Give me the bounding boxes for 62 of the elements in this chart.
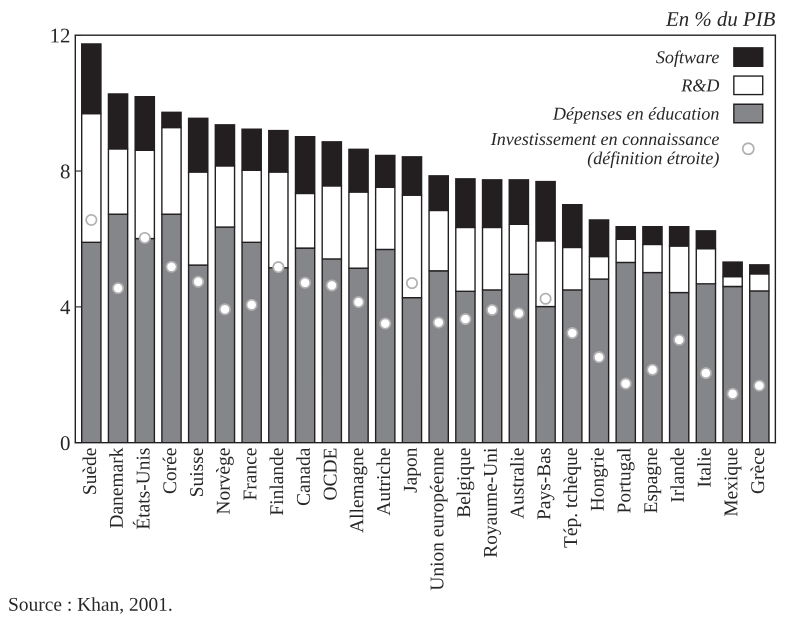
x-tick-label: Tép. tchèque bbox=[563, 448, 582, 548]
x-tick-label: Irlande bbox=[670, 448, 684, 502]
legend-label: Investissement en connaissance (définition étroite) bbox=[490, 133, 719, 168]
point bbox=[326, 280, 338, 292]
x-tick-label: Danemark bbox=[109, 448, 123, 528]
point bbox=[218, 303, 231, 316]
x-tick-label: Union européenne bbox=[430, 448, 448, 590]
x-tick-label: Espagne bbox=[644, 448, 662, 513]
point bbox=[272, 261, 284, 274]
x-tick-label: Hongrie bbox=[590, 448, 608, 511]
text: En % du PIB bbox=[666, 11, 775, 26]
y-tick-label: 4 bbox=[60, 300, 70, 314]
x-tick-label: Grèce bbox=[750, 448, 764, 494]
point bbox=[700, 367, 712, 380]
x-tick-label: Pays-Bas bbox=[537, 448, 554, 520]
point bbox=[646, 364, 658, 376]
x-tick-label: Japon bbox=[404, 448, 421, 493]
point bbox=[753, 380, 766, 392]
y-tick-label: 8 bbox=[60, 164, 70, 178]
legend-label: R&D bbox=[681, 79, 720, 92]
point bbox=[432, 316, 445, 328]
x-tick-label: Finlande bbox=[270, 448, 284, 516]
legend-label: Dépenses en éducation bbox=[552, 107, 719, 124]
point bbox=[726, 388, 739, 400]
x-tick-label: Suisse bbox=[190, 448, 204, 496]
point bbox=[566, 327, 578, 340]
point bbox=[112, 282, 124, 294]
point bbox=[486, 304, 498, 316]
point bbox=[673, 334, 686, 346]
x-tick-label: Corée bbox=[162, 448, 176, 494]
x-tick-label: Allemagne bbox=[350, 448, 368, 533]
source-note: Source : Khan, 2001. bbox=[9, 597, 172, 614]
point bbox=[540, 292, 552, 305]
x-tick-label: Royaume-Uni bbox=[484, 448, 501, 558]
point bbox=[85, 214, 98, 226]
point bbox=[166, 260, 178, 273]
legend-label: Software bbox=[656, 50, 719, 67]
point bbox=[138, 232, 151, 244]
x-tick-label: Autriche bbox=[376, 448, 390, 516]
point bbox=[593, 351, 605, 364]
point bbox=[246, 298, 258, 311]
x-tick-label: Canada bbox=[296, 448, 310, 506]
x-tick-label: Australie bbox=[510, 448, 524, 519]
point bbox=[299, 276, 312, 289]
point bbox=[512, 307, 525, 320]
point bbox=[192, 276, 204, 288]
y-tick-label: 12 bbox=[51, 28, 70, 42]
x-tick-label: Belgique bbox=[456, 448, 474, 518]
x-tick-label: Italie bbox=[697, 448, 711, 487]
x-tick-label: France bbox=[244, 448, 257, 500]
point bbox=[459, 313, 472, 326]
point bbox=[379, 318, 392, 330]
point bbox=[406, 277, 418, 290]
x-tick-label: OCDE bbox=[324, 448, 337, 500]
y-tick-label: 0 bbox=[60, 436, 70, 450]
x-tick-label: Norvège bbox=[216, 448, 234, 514]
point bbox=[620, 378, 632, 390]
x-tick-label: Mexique bbox=[724, 448, 742, 516]
point bbox=[352, 296, 365, 308]
x-tick-label: Portugal bbox=[616, 448, 635, 513]
x-tick-label: États-Unis bbox=[132, 448, 150, 530]
x-tick-label: Suède bbox=[82, 448, 96, 494]
